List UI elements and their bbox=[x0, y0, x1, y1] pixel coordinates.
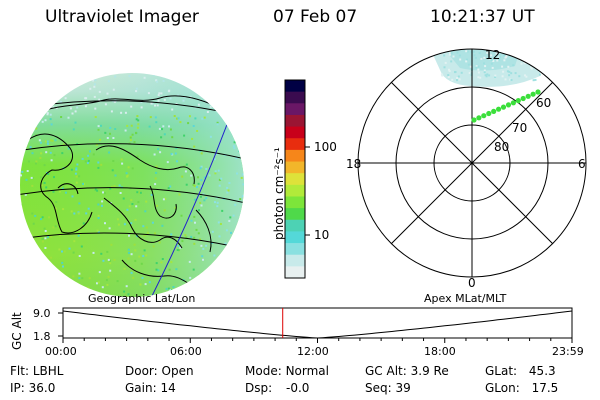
apex-label: Apex MLat/MLT bbox=[424, 292, 507, 305]
track-point bbox=[471, 117, 477, 123]
colorbar-band bbox=[285, 103, 305, 116]
status-label: Dsp: bbox=[245, 381, 273, 395]
lat-label-80: 80 bbox=[494, 140, 510, 154]
lat-label-60: 60 bbox=[536, 96, 552, 110]
date-label: 07 Feb 07 bbox=[273, 7, 358, 27]
status-label: Seq: bbox=[365, 381, 392, 395]
status-gain: Gain: 14 bbox=[125, 381, 176, 395]
track-point bbox=[486, 110, 492, 117]
alt-axis-title: GC Alt bbox=[10, 312, 24, 350]
alt-xtick-1: 06:00 bbox=[170, 345, 202, 358]
status-glat: GLat: 45.3 bbox=[485, 364, 556, 378]
status-mode: Mode: Normal bbox=[245, 364, 329, 378]
status-label: Door: bbox=[125, 364, 158, 378]
status-value: 39 bbox=[395, 381, 411, 395]
track-point bbox=[476, 115, 482, 121]
colorbar-band bbox=[285, 173, 305, 186]
colorbar-band bbox=[285, 243, 305, 256]
polar-plot bbox=[357, 48, 587, 278]
status-value: -0.0 bbox=[285, 381, 310, 395]
status-value: 17.5 bbox=[531, 381, 559, 395]
alt-ytick-9: 9.0 bbox=[33, 307, 51, 320]
colorbar-band bbox=[285, 114, 305, 128]
status-seq: Seq: 39 bbox=[365, 381, 411, 395]
status-gc-alt: GC Alt: 3.9 Re bbox=[365, 364, 449, 378]
colorbar-band bbox=[285, 219, 305, 233]
status-flt: Flt: LBHL bbox=[10, 364, 63, 378]
track-point bbox=[520, 95, 526, 102]
colorbar-band bbox=[285, 149, 305, 163]
mlt-label-18: 18 bbox=[346, 157, 362, 171]
colorbar-tick-100: 100 bbox=[314, 140, 337, 154]
colorbar-band bbox=[285, 161, 305, 174]
alt-xtick-2: 12:00 bbox=[297, 345, 329, 358]
colorbar-band bbox=[285, 91, 305, 104]
track-point bbox=[491, 108, 497, 114]
status-label: IP: bbox=[10, 381, 25, 395]
status-label: GLon: bbox=[485, 381, 520, 395]
colorbar-band bbox=[285, 208, 305, 221]
colorbar-tick-10: 10 bbox=[314, 228, 330, 242]
track-point bbox=[505, 102, 512, 108]
altitude-plot bbox=[58, 307, 573, 343]
colorbar-unit-label: photon cm⁻²s⁻¹ bbox=[272, 87, 286, 240]
colorbar-band bbox=[285, 80, 305, 93]
status-value: 36.0 bbox=[28, 381, 56, 395]
status-label: Mode: bbox=[245, 364, 282, 378]
colorbar-band bbox=[285, 231, 305, 244]
instrument-title: Ultraviolet Imager bbox=[45, 7, 199, 27]
colorbar-band bbox=[285, 254, 305, 267]
status-value: 45.3 bbox=[528, 364, 556, 378]
colorbar-band bbox=[285, 184, 305, 198]
track-point bbox=[515, 98, 521, 104]
alt-xtick-0: 00:00 bbox=[45, 345, 77, 358]
mlt-label-0: 0 bbox=[468, 276, 476, 290]
track-point bbox=[510, 100, 516, 106]
time-label: 10:21:37 UT bbox=[430, 7, 535, 27]
track-point bbox=[525, 93, 531, 99]
colorbar-unit-text: photon cm⁻²s⁻¹ bbox=[272, 147, 286, 240]
status-label: Gain: bbox=[125, 381, 157, 395]
status-value: 14 bbox=[160, 381, 176, 395]
status-value: 3.9 Re bbox=[410, 364, 449, 378]
mlt-label-6: 6 bbox=[578, 157, 586, 171]
status-glon: GLon: 17.5 bbox=[485, 381, 558, 395]
mlt-label-12: 12 bbox=[485, 48, 501, 62]
colorbar-band bbox=[285, 266, 305, 279]
colorbar bbox=[284, 79, 310, 279]
lat-label-70: 70 bbox=[512, 121, 528, 135]
alt-xtick-3: 18:00 bbox=[424, 345, 456, 358]
status-label: GLat: bbox=[485, 364, 518, 378]
colorbar-band bbox=[285, 138, 305, 151]
alt-ytick-1-8: 1.8 bbox=[33, 330, 51, 343]
status-label: Flt: bbox=[10, 364, 29, 378]
geo-label: Geographic Lat/Lon bbox=[88, 292, 196, 305]
track-point bbox=[481, 113, 487, 119]
uv-image bbox=[20, 73, 244, 297]
colorbar-band bbox=[285, 196, 305, 209]
track-point bbox=[530, 91, 536, 97]
status-value: LBHL bbox=[32, 364, 64, 378]
status-ip: IP: 36.0 bbox=[10, 381, 55, 395]
track-point bbox=[500, 104, 507, 110]
satellite-track-points bbox=[471, 89, 541, 123]
alt-xtick-4: 23:59 bbox=[552, 345, 584, 358]
status-label: GC Alt: bbox=[365, 364, 407, 378]
status-value: Open bbox=[161, 364, 194, 378]
track-point bbox=[496, 106, 502, 112]
track-point bbox=[535, 89, 541, 95]
status-dsp: Dsp: -0.0 bbox=[245, 381, 309, 395]
status-value: Normal bbox=[285, 364, 329, 378]
colorbar-band bbox=[285, 126, 305, 139]
status-door: Door: Open bbox=[125, 364, 194, 378]
